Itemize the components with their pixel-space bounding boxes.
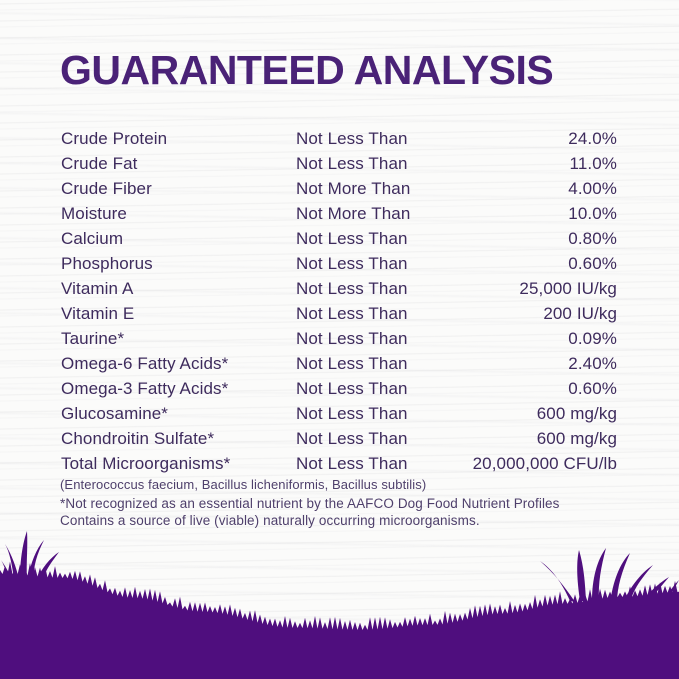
nutrient-name: Chondroitin Sulfate* [61, 428, 215, 448]
basis-label: Not More Than [296, 204, 411, 224]
nutrient-name: Vitamin A [61, 279, 134, 299]
table-row: Crude Protein Not Less Than 24.0% [61, 127, 617, 152]
basis-label: Not More Than [296, 179, 411, 199]
table-row: Omega-3 Fatty Acids* Not Less Than 0.60% [61, 376, 617, 401]
basis-label: Not Less Than [296, 279, 408, 299]
nutrient-name: Taurine* [61, 328, 125, 348]
nutrient-value: 200 IU/kg [543, 304, 617, 324]
table-row: Crude Fat Not Less Than 11.0% [61, 152, 617, 177]
nutrient-value: 0.60% [568, 254, 617, 274]
microorganism-species-note: (Enterococcus faecium, Bacillus lichenif… [60, 477, 427, 492]
nutrient-name: Omega-3 Fatty Acids* [61, 378, 229, 398]
basis-label: Not Less Than [296, 328, 408, 348]
nutrient-name: Total Microorganisms* [61, 453, 231, 473]
nutrient-value: 11.0% [569, 154, 617, 174]
basis-label: Not Less Than [296, 229, 408, 249]
table-row: Moisture Not More Than 10.0% [61, 202, 617, 227]
footnote-line-2: Contains a source of live (viable) natur… [60, 512, 480, 528]
nutrient-name: Phosphorus [61, 254, 153, 274]
table-row: Calcium Not Less Than 0.80% [61, 227, 617, 252]
basis-label: Not Less Than [296, 154, 408, 174]
basis-label: Not Less Than [296, 254, 408, 274]
basis-label: Not Less Than [296, 129, 408, 149]
page-title: GUARANTEED ANALYSIS [60, 47, 554, 93]
table-row: Crude Fiber Not More Than 4.00% [61, 177, 617, 202]
nutrient-name: Omega-6 Fatty Acids* [61, 353, 229, 373]
nutrient-name: Crude Protein [61, 129, 168, 149]
grass-hill-illustration [0, 531, 679, 679]
basis-label: Not Less Than [296, 304, 408, 324]
nutrient-name: Calcium [61, 229, 124, 249]
nutrient-value: 24.0% [568, 129, 617, 149]
table-row: Vitamin A Not Less Than 25,000 IU/kg [61, 277, 617, 302]
nutrient-value: 0.60% [568, 378, 617, 398]
nutrient-name: Vitamin E [61, 304, 135, 324]
basis-label: Not Less Than [296, 403, 408, 423]
nutrient-value: 2.40% [568, 353, 617, 373]
basis-label: Not Less Than [296, 453, 408, 473]
nutrient-value: 600 mg/kg [536, 428, 617, 448]
nutrient-value: 4.00% [568, 179, 617, 199]
basis-label: Not Less Than [296, 428, 408, 448]
nutrient-value: 0.09% [568, 328, 617, 348]
basis-label: Not Less Than [296, 353, 408, 373]
nutrient-value: 0.80% [568, 229, 617, 249]
nutrient-name: Moisture [61, 204, 127, 224]
aafco-footnote: *Not recognized as an essential nutrient… [60, 496, 560, 529]
analysis-table: Crude Protein Not Less Than 24.0% Crude … [61, 127, 617, 476]
nutrient-value: 25,000 IU/kg [519, 279, 617, 299]
nutrient-name: Glucosamine* [61, 403, 169, 423]
table-row: Vitamin E Not Less Than 200 IU/kg [61, 302, 617, 327]
nutrient-value: 10.0% [568, 204, 617, 224]
nutrient-value: 600 mg/kg [536, 403, 617, 423]
footnote-line-1: *Not recognized as an essential nutrient… [60, 496, 560, 511]
nutrient-value: 20,000,000 CFU/lb [472, 453, 617, 473]
basis-label: Not Less Than [296, 378, 408, 398]
table-row: Total Microorganisms* Not Less Than 20,0… [61, 451, 617, 476]
nutrient-name: Crude Fiber [61, 179, 152, 199]
table-row: Omega-6 Fatty Acids* Not Less Than 2.40% [61, 351, 617, 376]
table-row: Phosphorus Not Less Than 0.60% [61, 252, 617, 277]
table-row: Taurine* Not Less Than 0.09% [61, 327, 617, 352]
nutrient-name: Crude Fat [61, 154, 138, 174]
table-row: Glucosamine* Not Less Than 600 mg/kg [61, 401, 617, 426]
table-row: Chondroitin Sulfate* Not Less Than 600 m… [61, 426, 617, 451]
